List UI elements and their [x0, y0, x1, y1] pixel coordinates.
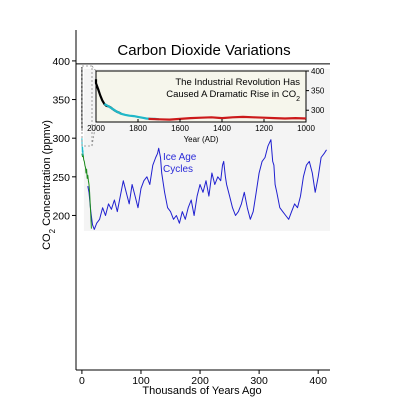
inset-x-tick-label: 1400	[213, 124, 231, 133]
y-ticks: 200 250 300 350 400	[52, 56, 76, 222]
inset-title-line1: The Industrial Revolution Has	[175, 77, 300, 88]
y-axis-label: CO2 Concentration (ppmv)	[41, 120, 57, 250]
x-tick-label: 200	[191, 375, 209, 387]
y-tick-label: 400	[52, 56, 70, 68]
y-axis-label-subscript: 2	[48, 228, 57, 233]
chart-title: Carbon Dioxide Variations	[117, 42, 290, 59]
callout-line-top	[91, 65, 97, 72]
inset-x-tick-label: 1800	[129, 124, 147, 133]
y-tick-label: 250	[52, 172, 70, 184]
ice-age-annotation-line2: Cycles	[163, 164, 193, 175]
inset-x-axis-label: Year (AD)	[184, 135, 219, 144]
inset-title-line2-subscript: 2	[296, 96, 300, 103]
inset-x-tick-label: 1200	[255, 124, 273, 133]
inset-title-line2: Caused A Dramatic Rise in CO2	[166, 89, 300, 103]
x-tick-label: 100	[132, 375, 150, 387]
y-tick-label: 350	[52, 95, 70, 107]
inset-frame	[95, 70, 307, 123]
series-line-1	[81, 153, 92, 229]
x-tick-label: 400	[309, 375, 327, 387]
x-tick-label: 0	[79, 375, 85, 387]
inset-x-tick-label: 1000	[297, 124, 315, 133]
industrial-inset: 2000 1800 1600 1400 1200 1000 300 350 400 The I…	[87, 67, 325, 144]
inset-y-ticks: 300 350 400	[306, 67, 325, 115]
inset-y-tick-label: 300	[311, 106, 325, 115]
x-ticks: 0 100 200 300 400	[79, 370, 327, 387]
callout-box	[81, 65, 93, 147]
callout-line-bottom	[91, 121, 97, 147]
inset-y-tick-label: 350	[311, 87, 325, 96]
inset-y-tick-label: 400	[311, 67, 325, 76]
y-axis-label-main: CO	[41, 233, 53, 250]
inset-callout-lines	[81, 65, 97, 147]
series-line-0	[87, 139, 327, 230]
ice-age-annotation-line1: Ice Age	[163, 152, 197, 163]
y-tick-label: 300	[52, 133, 70, 145]
inset-x-ticks: 2000 1800 1600 1400 1200 1000	[87, 119, 315, 133]
inset-series-line-2	[148, 115, 307, 121]
x-tick-label: 300	[250, 375, 268, 387]
inset-title-line2-main: Caused A Dramatic Rise in CO	[166, 89, 296, 100]
y-axis-label-rest: Concentration (ppmv)	[41, 120, 53, 229]
y-tick-label: 200	[52, 210, 70, 222]
inset-series-layer	[94, 79, 307, 121]
inset-x-tick-label: 1600	[171, 124, 189, 133]
x-axis-label: Thousands of Years Ago	[142, 385, 261, 397]
inset-x-tick-label: 2000	[87, 124, 105, 133]
